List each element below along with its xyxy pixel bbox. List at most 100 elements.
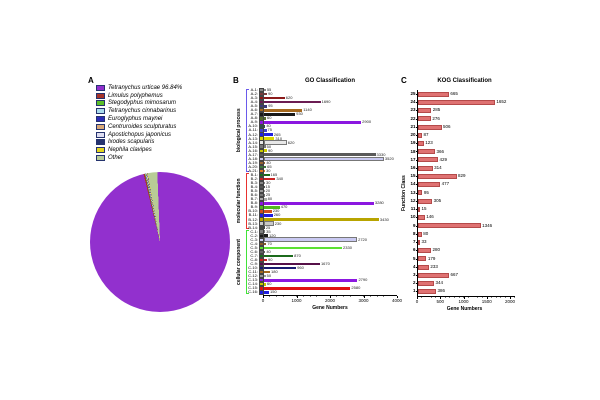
kog-y-tick [416, 217, 418, 218]
kog-bar [418, 281, 434, 286]
go-bar-value: 3330 [376, 151, 386, 157]
kog-bar-row: 15 829 [410, 172, 516, 180]
go-bar-value: 1140 [303, 107, 312, 113]
kog-bar-value: 665 [450, 90, 458, 96]
go-row-head: C-12: [248, 274, 264, 279]
go-group-label: cellular component [236, 239, 242, 286]
kog-bar [418, 264, 429, 270]
go-term-swatch [258, 209, 264, 214]
kog-bar [418, 190, 423, 196]
kog-bar-row: 6 280 [413, 246, 516, 254]
go-row-head: C-16: [248, 290, 264, 295]
go-x-tick [263, 296, 264, 299]
kog-y-tick [416, 233, 418, 235]
kog-bar-value: 1346 [482, 222, 493, 228]
kog-category-label: 1 [412, 288, 416, 294]
go-row-head: A-12: [248, 132, 264, 137]
go-bar-row: A-9: 2900 [251, 120, 398, 125]
kog-bar-value: 15 [421, 206, 427, 212]
go-bar-row: B-4: 15 [251, 185, 398, 190]
go-bar [264, 246, 343, 250]
go-term-label: B-6: [250, 192, 258, 198]
kog-y-tick [416, 209, 418, 210]
kog-bar-row: 10 146 [410, 214, 516, 222]
species-pie [90, 172, 230, 312]
go-term-label: A-5: [250, 103, 258, 109]
go-term-swatch [258, 257, 264, 263]
panel-c-kog-classification: C KOG Classification Function Class 25 66… [400, 73, 530, 333]
legend-swatch [96, 123, 105, 130]
go-group-bracket: biological process [236, 88, 249, 172]
go-term-label: B-8: [250, 200, 258, 206]
go-term-label: A-1: [250, 87, 258, 93]
go-term-label: C-8: [250, 256, 258, 262]
go-bar-value: 50 [266, 143, 272, 149]
go-term-label: B-1: [250, 172, 258, 177]
go-term-swatch [258, 265, 264, 271]
kog-bar [418, 124, 442, 130]
kog-category-label: 21 [410, 123, 416, 129]
go-term-swatch [258, 253, 264, 259]
go-term-label: B-14: [248, 224, 258, 230]
go-bar-row: A-3: 620 [251, 96, 398, 101]
go-bar-row: A-14: 620 [248, 140, 398, 145]
kog-bar-row: 25 665 [410, 90, 516, 98]
go-bar-row: B-13: 230 [248, 221, 398, 226]
go-bar-row: A-13: 310 [248, 136, 398, 141]
go-term-swatch [258, 261, 264, 267]
go-bar-row: B-12: 3430 [248, 217, 398, 222]
go-x-tick-label: 1000 [291, 298, 302, 303]
legend-swatch [96, 147, 105, 154]
go-row-head: C-8: [250, 256, 264, 263]
go-row-head: C-11: [248, 270, 264, 275]
go-bar-row: A-17: 3330 [248, 151, 398, 157]
go-term-swatch [258, 176, 264, 182]
go-term-swatch [258, 237, 264, 242]
go-bar [264, 173, 270, 177]
kog-y-tick [416, 250, 418, 251]
kog-y-tick [416, 159, 418, 161]
go-bar [264, 291, 270, 294]
go-term-label: C-2: [250, 232, 258, 238]
go-term-swatch [258, 164, 264, 170]
kog-x-tick [486, 297, 488, 300]
go-chart-title: GO Classification [304, 78, 355, 84]
legend-swatch [96, 100, 105, 107]
go-x-tick [330, 296, 331, 299]
go-term-label: C-3: [250, 236, 258, 242]
go-bar-row: B-1: 165 [251, 173, 398, 178]
kog-category-label: 23 [410, 107, 416, 113]
kog-bar-row: 8 80 [413, 230, 516, 238]
go-row-head: A-10: [248, 124, 264, 129]
go-x-axis-label: Gene Numbers [312, 305, 348, 311]
go-bar [264, 274, 266, 278]
kog-bar-row: 1 386 [413, 288, 516, 296]
go-x-tick-label: 2000 [324, 298, 336, 303]
kog-bar-row: 13 95 [410, 189, 516, 197]
go-row-head: A-8: [251, 116, 264, 121]
go-bar-value: 150 [270, 289, 277, 295]
go-term-swatch [258, 225, 264, 230]
kog-category-label: 8 [412, 230, 416, 236]
go-bar-row: A-18: 3520 [248, 156, 398, 162]
go-bar-value: 265 [273, 131, 281, 137]
go-row-head: C-15: [248, 286, 264, 291]
kog-bar-row: 9 1346 [413, 222, 516, 230]
kog-y-tick [416, 200, 418, 202]
go-bar-value: 120 [269, 232, 276, 238]
go-term-swatch [258, 91, 264, 97]
kog-category-label: 16 [410, 164, 416, 170]
go-row-head: C-5: [250, 244, 264, 251]
kog-y-tick [416, 258, 418, 260]
go-bar-row: B-2: 340 [251, 177, 398, 182]
kog-bar [418, 248, 432, 254]
go-bar [264, 153, 376, 157]
go-term-label: A-18: [248, 155, 258, 161]
go-bar-row: C-4: 70 [250, 241, 398, 246]
kog-x-tick-label: 1000 [458, 299, 469, 304]
go-row-head: A-14: [248, 140, 264, 145]
go-x-tick-label: 4000 [391, 298, 403, 303]
kog-x-tick [440, 297, 441, 300]
go-term-label: C-5: [250, 244, 258, 250]
go-term-label: A-7: [250, 111, 258, 117]
